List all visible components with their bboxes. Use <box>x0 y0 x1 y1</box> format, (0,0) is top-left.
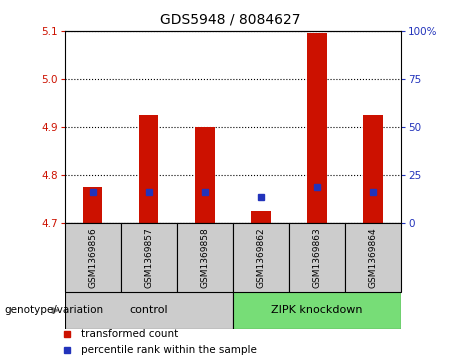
Bar <box>345 223 401 292</box>
Bar <box>195 127 214 223</box>
Bar <box>139 115 159 223</box>
Text: GSM1369856: GSM1369856 <box>88 227 97 288</box>
Bar <box>65 292 233 329</box>
Bar <box>363 115 383 223</box>
Text: percentile rank within the sample: percentile rank within the sample <box>81 344 257 355</box>
Bar <box>289 223 345 292</box>
Bar <box>233 292 401 329</box>
Text: GSM1369857: GSM1369857 <box>144 227 153 288</box>
Bar <box>83 187 102 223</box>
Bar <box>307 33 327 223</box>
Text: GSM1369864: GSM1369864 <box>368 227 378 288</box>
Bar <box>177 223 233 292</box>
Text: transformed count: transformed count <box>81 329 178 339</box>
Text: control: control <box>130 305 168 315</box>
Text: GDS5948 / 8084627: GDS5948 / 8084627 <box>160 13 301 27</box>
Bar <box>233 223 289 292</box>
Text: genotype/variation: genotype/variation <box>5 305 104 315</box>
Bar <box>65 223 121 292</box>
Text: GSM1369858: GSM1369858 <box>200 227 209 288</box>
Bar <box>121 223 177 292</box>
Text: ZIPK knockdown: ZIPK knockdown <box>271 305 363 315</box>
Text: GSM1369863: GSM1369863 <box>313 227 321 288</box>
Text: GSM1369862: GSM1369862 <box>256 227 266 288</box>
Bar <box>251 211 271 223</box>
